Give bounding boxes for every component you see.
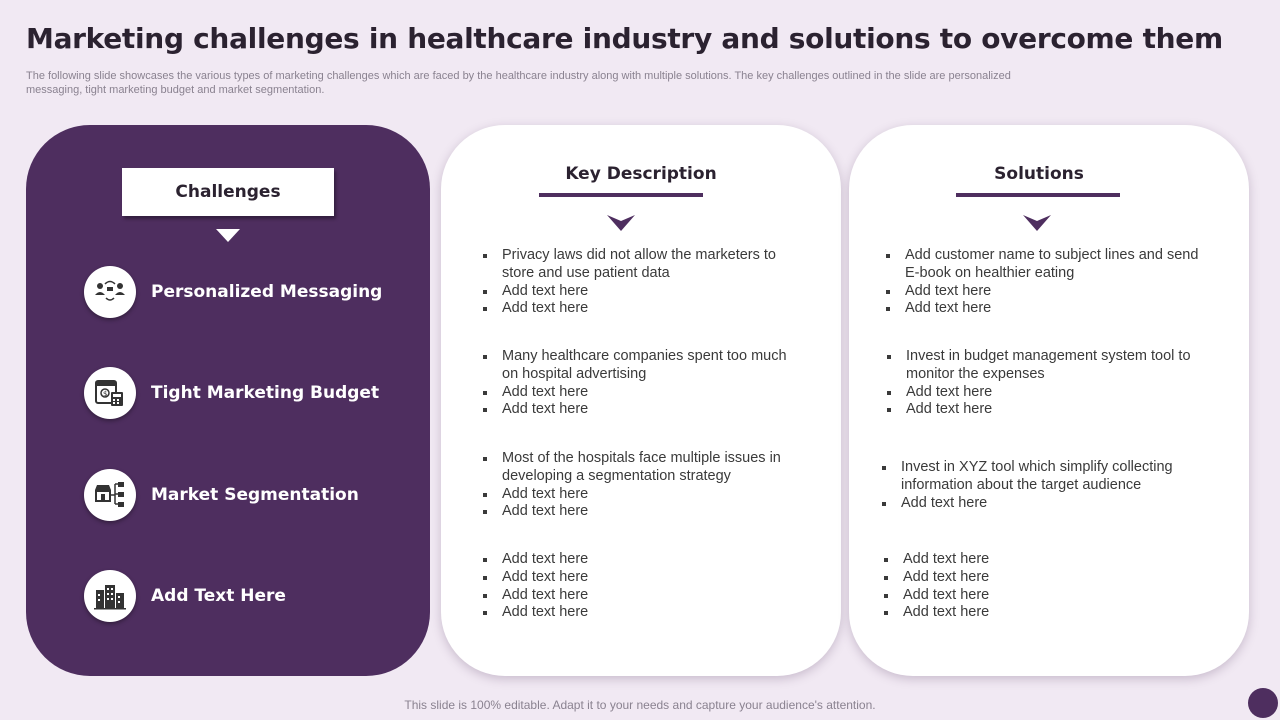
key-description-block: Most of the hospitals face multiple issu…: [481, 450, 781, 521]
solutions-block: Add text here Add text here Add text her…: [882, 551, 1212, 622]
challenge-item-tight-marketing-budget: $ Tight Marketing Budget: [84, 367, 379, 419]
page-title: Marketing challenges in healthcare indus…: [26, 22, 1223, 55]
challenges-heading: Challenges: [122, 168, 334, 216]
svg-text:$: $: [103, 390, 107, 398]
solutions-card: Solutions Add customer name to subject l…: [849, 125, 1249, 676]
challenge-item-market-segmentation: Market Segmentation: [84, 469, 359, 521]
key-description-block: Add text here Add text here Add text her…: [481, 551, 801, 622]
list-item: Add text here: [880, 495, 1220, 513]
challenges-arrow-icon: [216, 229, 240, 242]
key-description-heading: Key Description: [565, 164, 717, 184]
footer-note: This slide is 100% editable. Adapt it to…: [404, 698, 876, 712]
list-item: Invest in XYZ tool which simplify collec…: [880, 459, 1220, 495]
people-messaging-icon: [84, 266, 136, 318]
solutions-block: Invest in XYZ tool which simplify collec…: [880, 459, 1220, 512]
list-item: Add text here: [885, 384, 1215, 402]
corner-decoration: [1248, 688, 1278, 718]
list-item: Add text here: [481, 569, 801, 587]
budget-calculator-icon: $: [84, 367, 136, 419]
chevron-down-icon: [607, 215, 635, 231]
challenge-label: Market Segmentation: [151, 485, 359, 505]
chevron-down-icon: [1023, 215, 1051, 231]
buildings-icon: [84, 570, 136, 622]
list-item: Add text here: [884, 300, 1214, 318]
list-item: Add customer name to subject lines and s…: [884, 247, 1214, 283]
list-item: Add text here: [481, 486, 781, 504]
challenge-label: Add Text Here: [151, 586, 286, 606]
challenges-panel: Challenges Personalized Messaging $: [26, 125, 430, 676]
challenge-item-personalized-messaging: Personalized Messaging: [84, 266, 382, 318]
list-item: Add text here: [882, 569, 1212, 587]
list-item: Add text here: [882, 604, 1212, 622]
list-item: Add text here: [481, 401, 801, 419]
challenge-label: Tight Marketing Budget: [151, 383, 380, 403]
list-item: Add text here: [882, 587, 1212, 605]
store-segmentation-icon: [84, 469, 136, 521]
key-description-block: Privacy laws did not allow the marketers…: [481, 247, 801, 318]
list-item: Add text here: [481, 587, 801, 605]
heading-underline: [539, 193, 703, 197]
key-description-card: Key Description Privacy laws did not all…: [441, 125, 841, 676]
challenge-label: Personalized Messaging: [151, 282, 383, 302]
key-description-block: Many healthcare companies spent too much…: [481, 348, 801, 419]
list-item: Add text here: [481, 604, 801, 622]
list-item: Add text here: [885, 401, 1215, 419]
list-item: Invest in budget management system tool …: [885, 348, 1215, 384]
list-item: Privacy laws did not allow the marketers…: [481, 247, 801, 283]
page-subtitle: The following slide showcases the variou…: [26, 70, 1011, 96]
heading-underline: [956, 193, 1120, 197]
list-item: Add text here: [481, 283, 801, 301]
list-item: Add text here: [884, 283, 1214, 301]
solutions-heading: Solutions: [994, 164, 1084, 184]
solutions-block: Invest in budget management system tool …: [885, 348, 1215, 419]
list-item: Add text here: [481, 384, 801, 402]
list-item: Most of the hospitals face multiple issu…: [481, 450, 781, 486]
list-item: Add text here: [481, 551, 801, 569]
list-item: Add text here: [882, 551, 1212, 569]
list-item: Add text here: [481, 300, 801, 318]
solutions-block: Add customer name to subject lines and s…: [884, 247, 1214, 318]
list-item: Many healthcare companies spent too much…: [481, 348, 801, 384]
challenge-item-add-text: Add Text Here: [84, 570, 286, 622]
list-item: Add text here: [481, 503, 781, 521]
